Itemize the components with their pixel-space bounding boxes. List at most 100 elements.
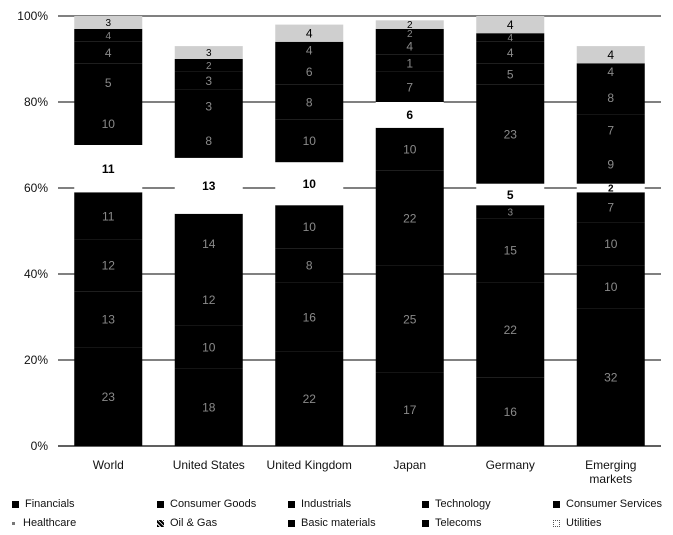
data-label: 10: [202, 340, 216, 354]
bar-segment: [375, 372, 444, 446]
data-label: 5: [507, 67, 514, 81]
legend-item-basic-materials: Basic materials: [288, 517, 376, 529]
legend-label: Basic materials: [301, 517, 376, 529]
bar-segment: [375, 37, 444, 55]
legend-swatch: [12, 500, 19, 508]
bar-segment: [74, 28, 143, 42]
bar-segment: [74, 16, 143, 29]
data-label: 17: [403, 403, 417, 417]
legend-label: Consumer Services: [566, 498, 662, 510]
bar-segment: [476, 218, 545, 283]
bar-segment: [74, 145, 143, 193]
data-label: 12: [102, 259, 116, 273]
bar-segment: [174, 89, 243, 124]
data-label: 3: [205, 100, 212, 114]
data-label: 23: [504, 128, 518, 142]
data-label: 2: [206, 61, 212, 72]
x-tick-label: United States: [173, 458, 245, 472]
bar-segment: [275, 59, 344, 85]
x-tick-label: Emerging: [585, 458, 636, 472]
data-label: 7: [607, 201, 614, 215]
bar-segment: [174, 213, 243, 274]
bar-segment: [576, 308, 645, 446]
data-label: 18: [202, 401, 216, 415]
data-label: 10: [303, 220, 317, 234]
data-label: 3: [507, 207, 513, 218]
data-label: 4: [306, 27, 313, 41]
bar-segment: [476, 33, 545, 42]
data-label: 16: [504, 405, 518, 419]
bar-segment: [375, 54, 444, 72]
legend-label: Oil & Gas: [170, 517, 218, 529]
legend-item-consumer-services: Consumer Services: [553, 498, 662, 510]
data-label: 7: [406, 80, 413, 94]
bar-segment: [174, 325, 243, 369]
data-label: 4: [105, 31, 111, 42]
bar-segment: [576, 63, 645, 81]
data-label: 13: [102, 312, 116, 326]
bar-segment: [275, 282, 344, 352]
bar-segment: [174, 157, 243, 214]
stacked-bar-chart: 2313121111105443181012141383323221681010…: [17, 9, 661, 486]
bar-segment: [476, 63, 545, 85]
data-label: 2: [608, 184, 614, 195]
bar-segment: [375, 28, 444, 38]
bar-segment: [174, 46, 243, 59]
bar-segment: [476, 84, 545, 184]
data-label: 15: [504, 244, 518, 258]
data-label: 22: [504, 323, 518, 337]
legend-item-financials: Financials: [12, 498, 75, 510]
bar-segment: [275, 84, 344, 120]
legend: Financials Consumer Goods Industrials Te…: [0, 494, 673, 534]
data-label: 22: [303, 392, 317, 406]
x-tick-label: markets: [589, 472, 632, 486]
bar-segment: [275, 205, 344, 249]
legend-label: Technology: [435, 498, 491, 510]
bar-segment: [74, 192, 143, 240]
x-tick-label: United Kingdom: [267, 458, 352, 472]
bar-segment: [375, 102, 444, 128]
data-label: 2: [407, 20, 413, 31]
bar-segment: [74, 291, 143, 348]
legend-item-utilities: Utilities: [553, 517, 601, 529]
legend-swatch: [553, 500, 560, 508]
bar-segment: [576, 145, 645, 184]
y-tick-label: 40%: [24, 267, 48, 281]
bar-segment: [576, 80, 645, 115]
data-label: 4: [507, 46, 514, 60]
bar-segment: [174, 274, 243, 326]
bar-segment: [275, 119, 344, 163]
bar-segment: [476, 41, 545, 64]
data-label: 4: [507, 18, 514, 32]
legend-swatch: [12, 521, 15, 525]
legend-swatch: [288, 500, 295, 508]
legend-label: Financials: [25, 498, 75, 510]
data-label: 14: [202, 237, 216, 251]
y-tick-label: 80%: [24, 95, 48, 109]
bar-segment: [74, 347, 143, 446]
bar-segment: [174, 123, 243, 158]
bar-segment: [275, 162, 344, 206]
bar-segment: [576, 183, 645, 193]
y-tick-label: 100%: [17, 9, 48, 23]
data-label: 4: [105, 46, 112, 60]
bar-segment: [476, 183, 545, 206]
bar-segment: [576, 114, 645, 145]
data-label: 10: [604, 237, 618, 251]
data-label: 6: [306, 65, 313, 79]
legend-item-healthcare: Healthcare: [12, 517, 76, 529]
legend-swatch: [422, 519, 429, 527]
bar-segment: [375, 71, 444, 102]
bar-segment: [74, 41, 143, 64]
data-label: 4: [507, 33, 513, 44]
data-label: 4: [406, 39, 413, 53]
data-label: 25: [403, 312, 417, 326]
legend-item-oil-gas: Oil & Gas: [157, 517, 217, 529]
bar-segment: [375, 170, 444, 266]
data-label: 10: [403, 143, 417, 157]
data-label: 5: [507, 188, 514, 202]
data-label: 9: [607, 158, 614, 172]
data-label: 4: [607, 48, 614, 62]
data-label: 8: [306, 95, 313, 109]
bar-segment: [275, 351, 344, 446]
